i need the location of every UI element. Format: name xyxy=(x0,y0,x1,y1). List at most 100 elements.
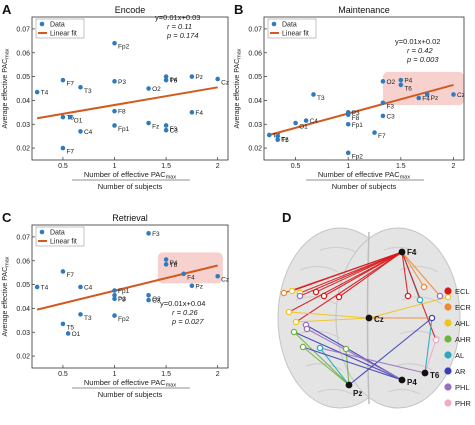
data-point xyxy=(215,273,220,279)
data-point xyxy=(275,137,280,143)
fit-line xyxy=(36,264,218,311)
y-tick-label: 0.06 xyxy=(16,50,30,57)
brain-fold xyxy=(401,296,443,305)
hub-node xyxy=(365,314,373,322)
x-tick-label: 2 xyxy=(452,163,456,170)
point-label: F3 xyxy=(170,126,178,133)
y-axis-label-main: Average effective PAC xyxy=(2,267,9,337)
x-tick-label: 0.5 xyxy=(58,371,68,378)
brain-fold xyxy=(299,265,339,273)
data-point xyxy=(146,120,151,126)
point-label: T3 xyxy=(84,315,92,322)
connection-ar xyxy=(348,317,433,386)
hub-node-label: T6 xyxy=(430,371,440,380)
x-axis-label-main: Number of effective PAC xyxy=(318,170,400,179)
legend-box xyxy=(267,18,317,39)
x-tick-label: 2 xyxy=(216,371,220,378)
panel-c: C Retrieval 0.02 0.03 0.04 0.05 0.06 0.07 0.5 1 1.… xyxy=(2,210,229,399)
chart-title: Retrieval xyxy=(112,213,148,223)
y-tick-label: 0.02 xyxy=(248,146,262,153)
brain-fold xyxy=(317,388,353,395)
point-label: F8 xyxy=(118,109,126,116)
point-label: F3 xyxy=(152,231,160,238)
legend-fit-label: Linear fit xyxy=(50,239,77,246)
data-point xyxy=(34,284,40,290)
x-tick-label: 0.5 xyxy=(58,163,68,170)
brain-fold xyxy=(395,363,433,371)
point-label: F7 xyxy=(66,149,74,156)
point-label: F3 xyxy=(386,103,394,110)
x-axis-label-sub: max xyxy=(400,175,411,181)
data-point xyxy=(112,293,117,298)
data-point xyxy=(112,123,117,128)
hub-node-label: F4 xyxy=(407,248,417,257)
connection-ecl xyxy=(401,251,409,297)
data-point xyxy=(424,92,430,97)
y-tick-label: 0.03 xyxy=(16,330,30,337)
data-point xyxy=(112,79,117,84)
data-point xyxy=(345,121,351,127)
chart-title: Maintenance xyxy=(338,5,390,15)
network-legend: ECL ECR AHL AHR AL AR PHL PHR xyxy=(444,287,471,408)
y-tick-label: 0.07 xyxy=(248,26,262,33)
point-label: P4 xyxy=(170,77,178,84)
x-tick-label: 0.5 xyxy=(291,163,301,170)
point-label: Fz xyxy=(152,124,159,131)
y-tick-label: 0.07 xyxy=(16,26,30,33)
legend-data-marker xyxy=(39,21,45,27)
brain-node xyxy=(444,293,452,301)
data-point xyxy=(112,313,117,318)
y-tick-label: 0.04 xyxy=(16,98,30,105)
point-label: P4 xyxy=(404,78,412,85)
x-tick-label: 1 xyxy=(346,163,350,170)
legend-label: ECL xyxy=(455,287,470,296)
legend: Data Linear fit xyxy=(35,226,85,247)
correlation-r: r = 0.42 xyxy=(407,46,433,55)
connection-phl xyxy=(319,347,426,374)
data-point xyxy=(112,288,117,293)
connection-al xyxy=(424,317,433,374)
data-point xyxy=(372,130,377,135)
point-label: T6 xyxy=(170,262,178,269)
correlation-r: r = 0.11 xyxy=(167,22,192,31)
data-point xyxy=(215,76,220,82)
hub-node xyxy=(398,248,406,256)
brain-fold xyxy=(383,246,419,253)
y-axis-label-sub: max xyxy=(5,48,11,59)
legend-fit-label: Linear fit xyxy=(282,31,309,38)
legend-data-label: Data xyxy=(50,230,65,237)
legend-label: ECR xyxy=(455,303,471,312)
connection-ecl xyxy=(291,251,403,292)
data-point xyxy=(380,113,386,119)
x-tick-label: 1 xyxy=(113,371,117,378)
hub-node-label: Cz xyxy=(374,315,384,324)
point-label: F4 xyxy=(195,110,203,117)
x-tick-label: 1.5 xyxy=(161,371,171,378)
data-point xyxy=(146,297,151,303)
plot-area xyxy=(31,224,229,369)
panel-letter: D xyxy=(282,210,291,225)
y-axis-label: Average effective PACmax xyxy=(2,48,11,128)
point-label: F8 xyxy=(118,296,126,303)
x-axis-label-2: Number of subjects xyxy=(332,182,397,191)
point-label: C3 xyxy=(386,113,395,120)
legend: Data Linear fit xyxy=(35,18,85,39)
data-point xyxy=(345,112,351,118)
legend-label: PHR xyxy=(455,399,471,408)
point-label: F4 xyxy=(422,96,430,103)
data-point xyxy=(60,114,66,120)
data-point xyxy=(60,77,66,83)
p-value: p = 0.174 xyxy=(166,31,199,40)
y-tick-label: 0.02 xyxy=(16,354,30,361)
connection-ecl xyxy=(338,251,403,298)
y-tick-label: 0.04 xyxy=(248,98,262,105)
legend-box xyxy=(35,226,85,247)
point-label: Pz xyxy=(195,283,203,290)
point-label: T3 xyxy=(317,95,325,102)
brain-node xyxy=(320,292,328,300)
point-label: Cz xyxy=(221,277,229,284)
x-axis-label-sub: max xyxy=(166,175,177,181)
legend-box xyxy=(35,18,85,39)
fit-line xyxy=(269,83,454,136)
